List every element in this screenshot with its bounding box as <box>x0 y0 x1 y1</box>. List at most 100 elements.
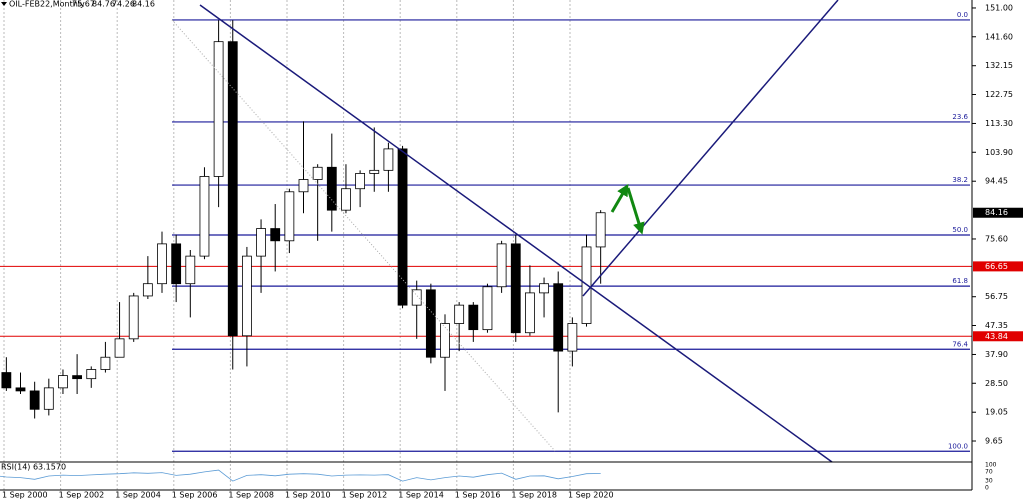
candle-body <box>72 375 83 380</box>
rsi-line <box>0 469 601 482</box>
candle-body <box>86 369 97 380</box>
x-tick-label: 1 Sep 2008 <box>228 491 274 500</box>
y-tick-label: 122.75 <box>985 90 1013 99</box>
y-tick-label: 56.75 <box>985 292 1008 301</box>
x-tick-label: 1 Sep 2014 <box>398 491 444 500</box>
rsi-title: RSI(14) 63.1570 <box>1 463 66 472</box>
x-tick-label: 1 Sep 2004 <box>115 491 161 500</box>
candle-body <box>383 148 394 171</box>
trend-down <box>199 4 833 463</box>
candle-body <box>171 243 182 285</box>
arrow-down <box>626 187 645 235</box>
candle-body <box>157 243 167 285</box>
y-tick-label: 47.35 <box>985 321 1008 330</box>
x-tick-label: 1 Sep 2010 <box>285 491 331 500</box>
x-tick-label: 1 Sep 2016 <box>455 491 501 500</box>
candle-body <box>496 243 507 288</box>
rsi-tick-label: 0 <box>985 485 989 492</box>
y-tick-label: 28.50 <box>985 379 1008 388</box>
candle-body <box>128 295 139 340</box>
x-tick-label: 1 Sep 2002 <box>59 491 105 500</box>
candle-body <box>525 292 535 334</box>
rsi-tick-label: 30 <box>985 478 993 485</box>
price-tag <box>973 331 1023 342</box>
candle-body <box>15 387 26 392</box>
current-price-tag <box>973 207 1023 218</box>
y-tick-label: 19.05 <box>985 408 1008 417</box>
chart-title: OIL-FEB22,Monthly <box>9 0 85 9</box>
fib-label: 61.8 <box>952 277 968 285</box>
candle-body <box>595 212 606 248</box>
y-tick-label: 37.90 <box>985 350 1008 359</box>
candle-body <box>411 289 422 306</box>
price-tag <box>973 261 1023 272</box>
candle-body <box>510 243 521 334</box>
header-value: 75.67 <box>72 0 95 9</box>
header-value: 84.16 <box>132 0 155 9</box>
y-tick-label: 151.00 <box>985 3 1013 12</box>
fib-label: 0.0 <box>957 11 968 19</box>
candle-body <box>298 179 309 193</box>
x-tick-label: 1 Sep 2018 <box>511 491 557 500</box>
candle-body <box>425 289 436 358</box>
fib-label: 23.6 <box>952 113 968 121</box>
candle-body <box>242 255 252 337</box>
menu-icon <box>1 2 7 6</box>
header-value: 74.26 <box>112 0 135 9</box>
candle-body <box>58 375 68 389</box>
y-tick-label: 75.60 <box>985 234 1008 243</box>
fib-label: 50.0 <box>952 226 968 234</box>
price-tag-label: 43.84 <box>985 332 1008 341</box>
header: OIL-FEB22,Monthly 75.67 84.76 74.26 84.1… <box>1 0 155 9</box>
candle-body <box>185 255 196 285</box>
candle-body <box>397 148 408 306</box>
y-tick-label: 132.15 <box>985 61 1013 70</box>
candle-body <box>482 286 493 331</box>
candle-body <box>114 338 125 358</box>
candle-body <box>43 387 54 410</box>
y-tick-label: 94.45 <box>985 177 1008 186</box>
candle-body <box>29 390 40 410</box>
fib-label: 76.4 <box>952 340 968 348</box>
candle-body <box>1 372 12 389</box>
arrow-up <box>610 183 629 213</box>
y-tick-label: 113.30 <box>985 119 1013 128</box>
fib-label: 100.0 <box>948 442 968 450</box>
candle-body <box>440 323 450 358</box>
current-price-label: 84.16 <box>985 208 1008 217</box>
rsi-tick-label: 100 <box>985 462 997 469</box>
candle-body <box>270 228 281 242</box>
candle-body <box>468 304 479 331</box>
price-tag-label: 66.65 <box>985 262 1008 271</box>
candle-body <box>454 304 465 324</box>
candle-body <box>539 283 549 294</box>
candle-body <box>256 228 266 257</box>
x-tick-label: 1 Sep 2020 <box>568 491 614 500</box>
candle-body <box>100 356 111 370</box>
candle-body <box>284 191 295 242</box>
candle-body <box>341 188 351 211</box>
y-tick-label: 9.65 <box>985 437 1003 446</box>
trend-dotted <box>171 19 556 452</box>
candle-body <box>312 166 323 180</box>
candle-body <box>326 166 337 211</box>
candle-body <box>567 323 578 352</box>
candle-body <box>227 41 238 337</box>
x-tick-label: 1 Sep 2012 <box>342 491 388 500</box>
candle-body <box>369 169 380 174</box>
candle-body <box>199 176 210 257</box>
rsi-tick-label: 70 <box>985 468 993 475</box>
header-value: 84.76 <box>92 0 115 9</box>
trend-up <box>582 0 839 297</box>
x-tick-label: 1 Sep 2006 <box>172 491 218 500</box>
candle-body <box>553 283 564 352</box>
candle-body <box>355 173 366 190</box>
plot: 1 Sep 2000 1 Sep 2002 1 Sep 2004 1 Sep 2006… <box>0 3 1023 500</box>
candle-body <box>213 41 224 177</box>
fib-label: 38.2 <box>952 176 968 184</box>
candle-body <box>142 283 153 297</box>
y-tick-label: 141.60 <box>985 32 1013 41</box>
x-tick-label: 1 Sep 2000 <box>2 491 48 500</box>
y-tick-label: 103.90 <box>985 148 1013 157</box>
